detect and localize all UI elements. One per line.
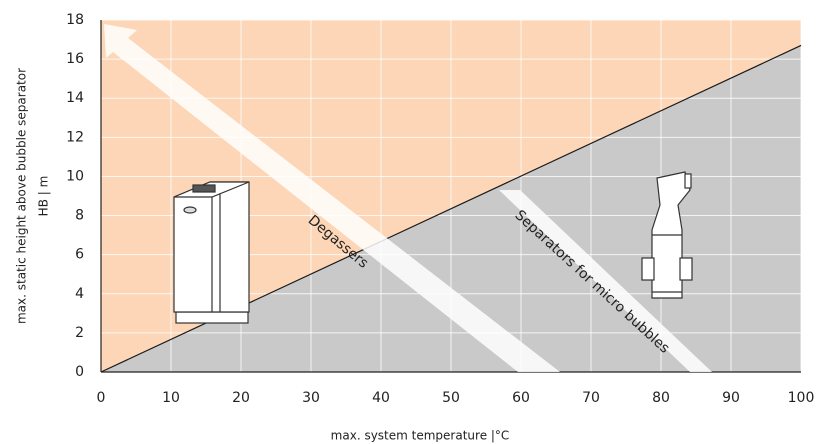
x-tick-label: 0 (97, 390, 106, 406)
x-tick-label: 60 (512, 390, 530, 406)
x-axis-title: max. system temperature |°C (331, 429, 510, 443)
separator-band (499, 190, 712, 372)
y-tick-label: 2 (75, 325, 84, 341)
degasser-icon (173, 181, 250, 324)
y-tick-label: 18 (66, 12, 84, 28)
x-tick-label: 80 (652, 390, 670, 406)
x-tick-label: 70 (582, 390, 600, 406)
y-tick-label: 6 (75, 247, 84, 263)
y-tick-label: 14 (66, 90, 84, 106)
x-tick-label: 30 (302, 390, 320, 406)
y-tick-label: 0 (75, 364, 84, 380)
y-tick-label: 16 (66, 51, 84, 67)
y-tick-label: 4 (75, 286, 84, 302)
x-tick-label: 10 (162, 390, 180, 406)
x-tick-label: 50 (442, 390, 460, 406)
degasser-arrow (104, 24, 560, 372)
separator-icon (641, 171, 693, 299)
y-axis-title: max. static height above bubble separato… (15, 68, 29, 324)
y-tick-label: 12 (66, 129, 84, 145)
x-tick-label: 90 (722, 390, 740, 406)
y-tick-label: 10 (66, 168, 84, 184)
x-tick-label: 20 (232, 390, 250, 406)
x-tick-label: 100 (788, 390, 815, 406)
x-tick-label: 40 (372, 390, 390, 406)
y-axis-title: HB | m (37, 176, 51, 217)
y-tick-label: 8 (75, 208, 84, 224)
